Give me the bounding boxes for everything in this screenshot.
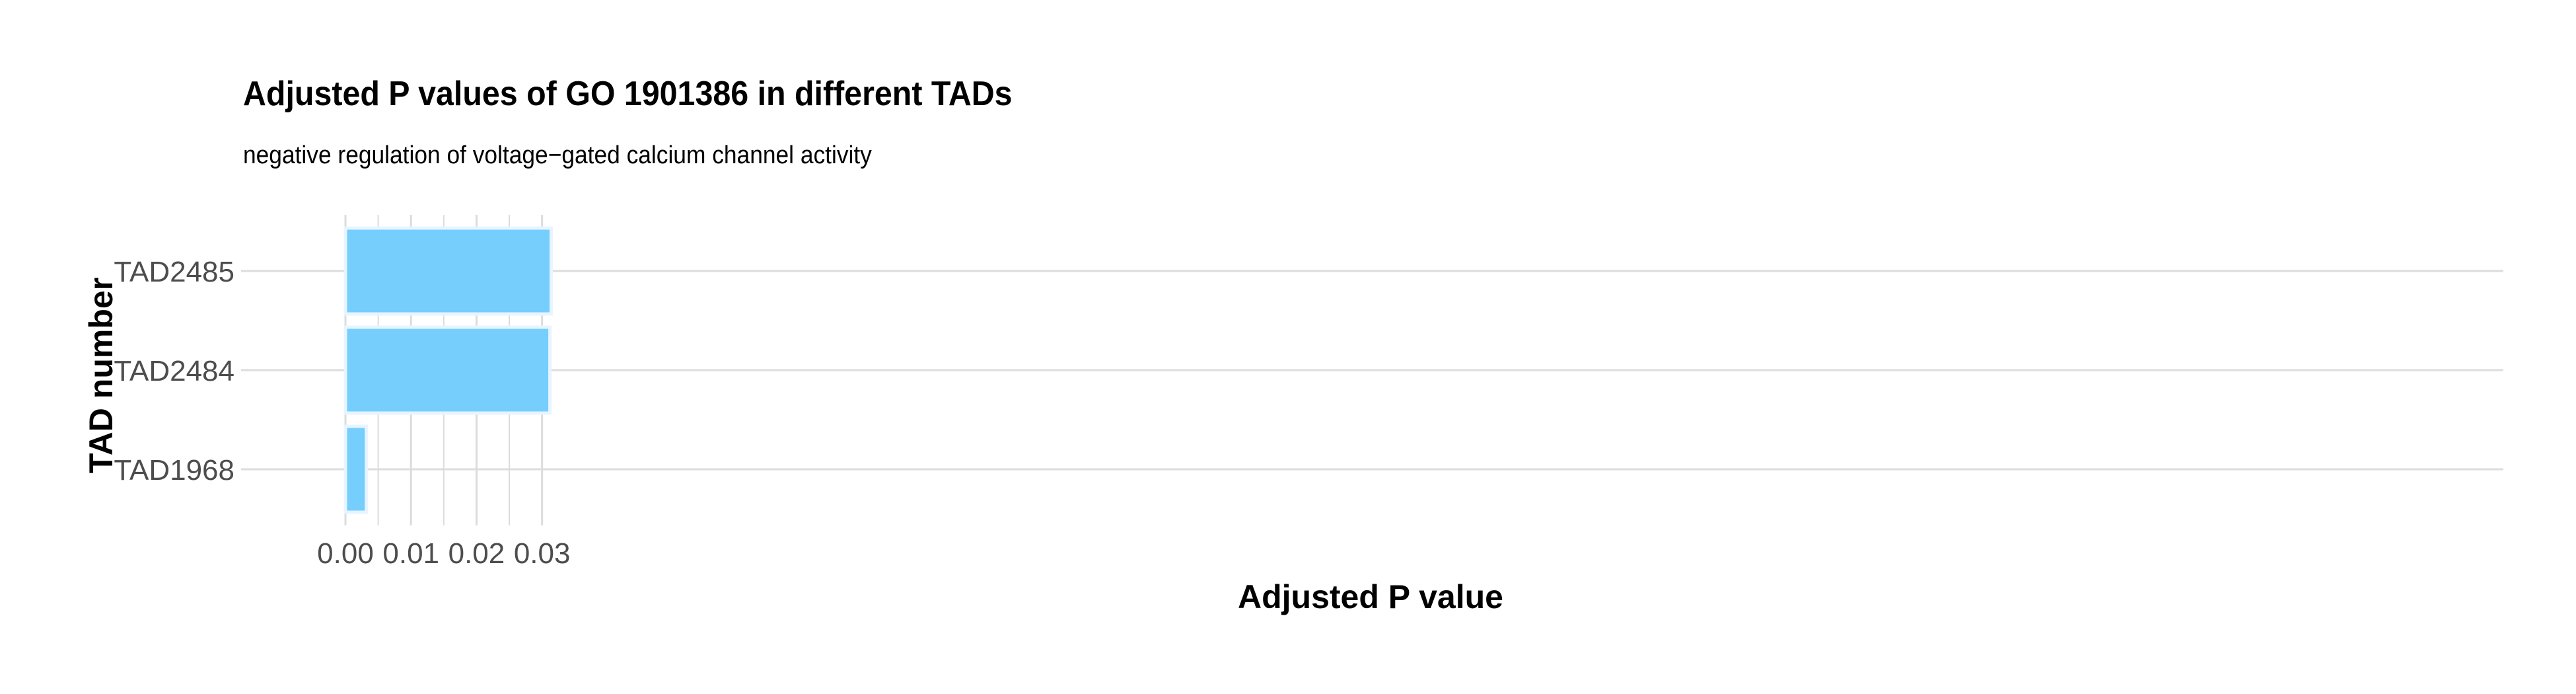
grid-lines [241, 215, 2503, 525]
bar-tad2485 [343, 226, 554, 316]
x-tick-label: 0.02 [448, 537, 505, 570]
x-axis-tick-labels: 0.00 0.01 0.02 0.03 [317, 537, 570, 570]
x-tick-label: 0.03 [514, 537, 571, 570]
bar-tad1968 [343, 424, 369, 514]
bar-tad2484 [343, 325, 552, 415]
chart-subtitle: negative regulation of voltage−gated cal… [243, 141, 872, 169]
y-axis-tick-labels: TAD2485 TAD2484 TAD1968 [114, 256, 234, 486]
y-axis-title: TAD number [83, 278, 120, 473]
x-tick-label: 0.00 [317, 537, 374, 570]
y-tick-label: TAD2484 [114, 355, 234, 387]
y-tick-label: TAD1968 [114, 454, 234, 486]
bars [343, 226, 554, 514]
x-axis-title: Adjusted P value [1238, 578, 1503, 615]
chart-title: Adjusted P values of GO 1901386 in diffe… [243, 75, 1013, 113]
y-tick-label: TAD2485 [114, 256, 234, 288]
x-tick-label: 0.01 [382, 537, 439, 570]
